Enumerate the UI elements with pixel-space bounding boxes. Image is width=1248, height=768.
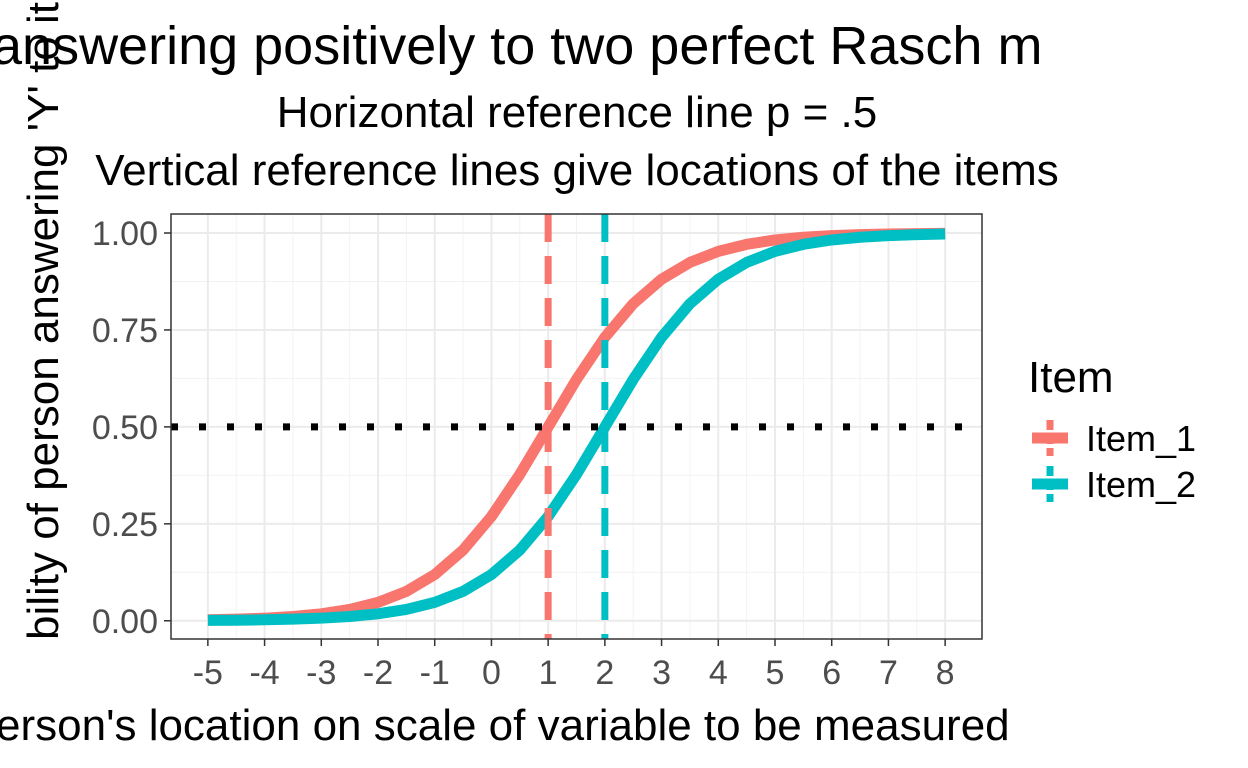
y-tick-label: 0.75 <box>92 312 158 350</box>
x-tick-label: 5 <box>766 654 785 692</box>
x-tick-label: 0 <box>482 654 501 692</box>
x-tick-label: -2 <box>363 654 393 692</box>
chart-subtitle: Horizontal reference line p = .5 <box>277 88 877 137</box>
x-axis-label: erson's location on scale of variable to… <box>0 701 1010 750</box>
x-tick-label: -3 <box>306 654 336 692</box>
x-tick-label: -5 <box>193 654 223 692</box>
x-tick-label: 6 <box>822 654 841 692</box>
plot-border <box>170 213 983 640</box>
y-tick-label: 0.25 <box>92 506 158 544</box>
x-tick-label: -1 <box>420 654 450 692</box>
legend-label: Item_2 <box>1086 464 1196 505</box>
legend-title: Item <box>1028 353 1114 402</box>
y-tick-label: 0.50 <box>92 409 158 447</box>
x-tick-label: 7 <box>879 654 898 692</box>
series-line <box>207 228 946 626</box>
legend-label: Item_1 <box>1086 418 1196 459</box>
x-tick-label: 2 <box>595 654 614 692</box>
y-axis-label: bility of person answering 'Y' to it <box>19 2 68 640</box>
x-tick-label: 3 <box>652 654 671 692</box>
chart-title: answering positively to two perfect Rasc… <box>0 16 1042 76</box>
y-tick-label: 1.00 <box>92 215 158 253</box>
x-tick-label: 1 <box>539 654 558 692</box>
x-tick-label: 8 <box>936 654 955 692</box>
x-tick-label: -4 <box>249 654 279 692</box>
y-tick-label: 0.00 <box>92 603 158 641</box>
chart-subtitle: Vertical reference lines give locations … <box>95 146 1059 195</box>
x-tick-label: 4 <box>709 654 728 692</box>
